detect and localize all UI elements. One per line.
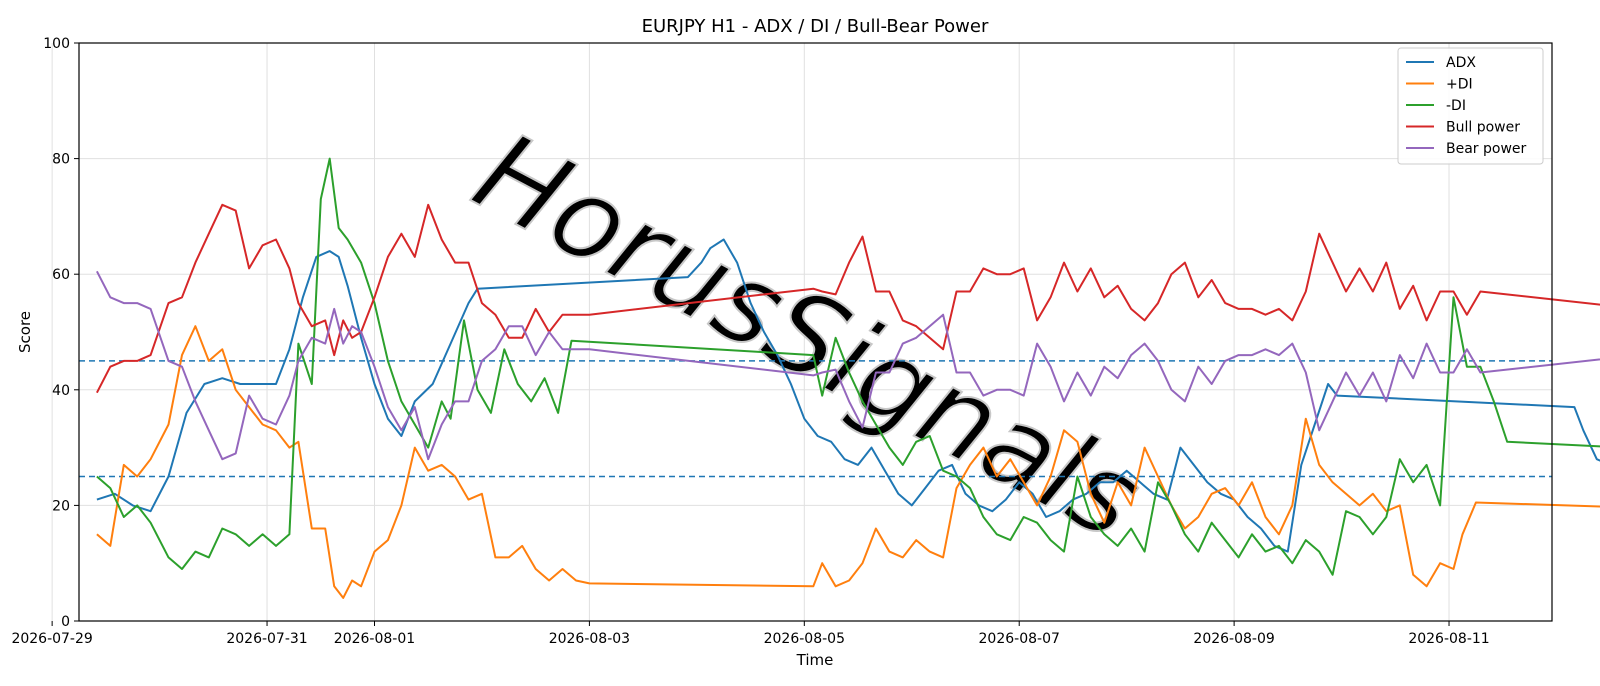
x-tick-label: 2026-08-03: [549, 631, 630, 647]
y-tick-label: 80: [52, 152, 70, 168]
series-line-plus-di: [96, 325, 1600, 599]
x-axis-label: Time: [796, 651, 834, 669]
y-tick-label: 100: [43, 36, 70, 52]
x-tick-label: 2026-08-07: [979, 631, 1060, 647]
legend: ADX +DI -DI Bull power Bear power: [1397, 47, 1544, 165]
y-tick-label: 60: [52, 267, 70, 283]
x-tick-label: 2026-07-31: [226, 631, 307, 647]
y-tick-label: 40: [52, 383, 70, 399]
legend-label: Bear power: [1446, 141, 1527, 157]
x-tick-label: 2026-07-29: [11, 631, 92, 647]
y-tick-label: 0: [61, 614, 70, 630]
legend-label: ADX: [1446, 55, 1476, 71]
grid: [51, 42, 1552, 622]
x-tick-label: 2026-08-09: [1193, 631, 1274, 647]
legend-label: -DI: [1446, 98, 1466, 114]
x-tick-label: 2026-08-11: [1408, 631, 1489, 647]
legend-label: Bull power: [1446, 120, 1520, 136]
x-axis-ticks: 2026-07-29 2026-07-31 2026-08-01 2026-08-03…: [11, 621, 1490, 647]
reference-lines: [79, 360, 1552, 478]
series-line-minus-di: [96, 157, 1600, 576]
plot-frame: [78, 42, 1553, 622]
legend-label: +DI: [1446, 77, 1473, 93]
y-axis-label: Score: [16, 311, 34, 353]
x-tick-label: 2026-08-05: [764, 631, 845, 647]
series-lines: [96, 157, 1600, 599]
x-tick-label: 2026-08-01: [334, 631, 415, 647]
y-tick-label: 20: [52, 498, 70, 514]
legend-box: [1397, 47, 1544, 165]
chart-title: EURJPY H1 - ADX / DI / Bull-Bear Power: [642, 16, 989, 37]
series-line-bear-power: [96, 270, 1600, 461]
series-line-bull-power: [96, 203, 1600, 394]
series-line-adx: [96, 238, 1600, 553]
y-axis-ticks: 0 20 40 60 80 100: [43, 36, 79, 630]
